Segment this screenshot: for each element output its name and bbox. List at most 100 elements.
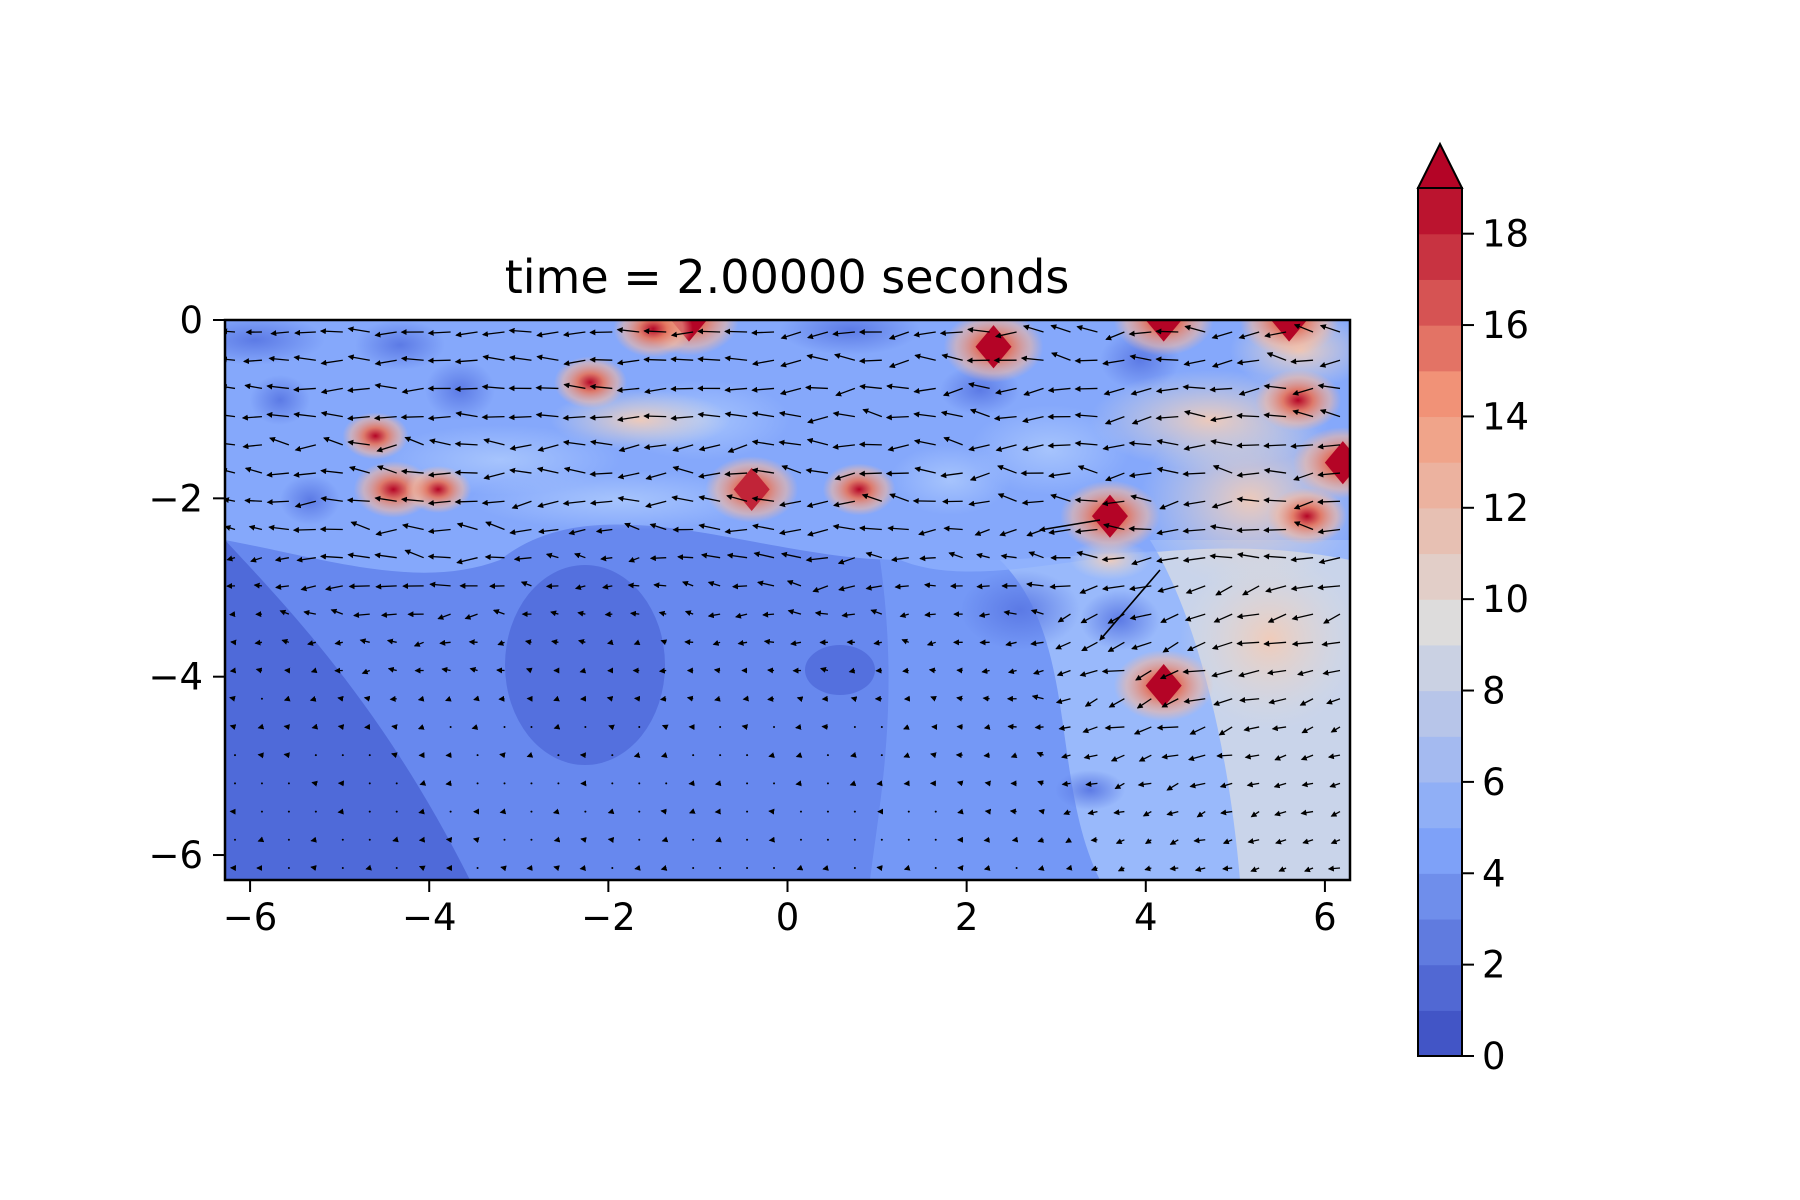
quiver-arrow [1238,387,1260,396]
quiver-arrow [649,555,667,562]
quiver-arrow [574,584,586,591]
colorbar-tick-label: 18 [1482,213,1529,256]
quiver-arrow [1185,585,1206,594]
quiver-arrow [563,382,586,390]
quiver-arrow [763,638,775,645]
hotspot-peak [1145,664,1182,708]
quiver-arrow [746,867,749,869]
quiver-arrow [1292,387,1314,396]
quiver-arrow [481,414,505,421]
quiver-arrow [643,328,667,335]
hotspot-glow [1267,487,1347,545]
quiver-arrow [903,724,910,730]
quiver-arrow [1026,581,1044,588]
quiver-arrow [719,725,722,728]
quiver-arrow [983,836,990,843]
quiver-arrow [1105,331,1125,341]
quiver-arrow [1107,641,1125,652]
quiver-arrow [1186,641,1206,652]
quiver-arrow [1000,553,1017,560]
quiver-arrow [427,329,451,336]
quiver-arrow [939,330,963,337]
quiver-arrow [1317,443,1341,450]
quiver-arrow [347,552,370,559]
quiver-arrow [1080,613,1098,624]
quiver-arrow [1061,753,1071,759]
quiver-arrow [368,782,371,785]
quiver-arrow [700,552,721,559]
quiver-arrow [1183,500,1206,507]
quiver-arrow [1293,500,1314,510]
quiver-arrow [746,754,749,757]
quiver-arrow [812,585,829,593]
quiver-arrow [538,528,559,535]
quiver-arrow [229,667,237,674]
quiver-arrow [260,810,263,813]
quiver-arrow [616,327,640,334]
quiver-arrow [983,752,990,759]
quiver-arrow [1242,585,1260,596]
quiver-arrow [887,444,909,452]
quiver-arrow [1209,553,1233,560]
quiver-arrow [757,580,775,587]
quiver-arrow [806,437,829,446]
quiver-arrow [983,865,991,871]
quiver-arrow [319,553,343,560]
x-tick-label: 0 [776,896,800,939]
quiver-arrow [751,411,775,418]
quiver-arrow [1183,409,1206,418]
quiver-arrow [266,411,289,418]
quiver-arrow [918,528,936,536]
quiver-arrow [795,752,803,758]
quiver-arrow [294,329,316,336]
quiver-arrow [660,865,668,871]
quiver-arrow [1037,865,1045,871]
quiver-arrow [319,328,343,335]
quiver-arrow [1028,551,1044,559]
quiver-arrow [314,754,317,757]
quiver-arrow [948,551,963,559]
quiver-arrow [1301,781,1314,788]
quiver-arrow [1129,354,1152,361]
colorbar-tick-label: 12 [1482,487,1529,530]
quiver-arrow [1082,726,1098,734]
quiver-arrow [530,838,533,841]
quiver-arrow [606,639,614,646]
field-basin-right [805,645,875,695]
quiver-arrow [814,610,828,617]
quiver-arrow [858,470,882,477]
quiver-arrow [1213,698,1233,706]
quiver-arrow [1005,640,1017,647]
hotspot-glow [1254,369,1342,432]
quiver-arrow [773,867,776,869]
quiver-arrow [266,471,289,478]
quiver-arrow [1250,811,1260,818]
quiver-arrow [1327,753,1341,760]
quiver-arrow [834,472,856,481]
quiver-arrow [1290,358,1314,365]
quiver-arrow [1051,352,1071,361]
quiver-arrow [1101,585,1125,592]
quiver-arrow [768,836,776,843]
quiver-arrow [1169,839,1179,845]
quiver-arrow [368,810,371,813]
quiver-arrow [822,865,829,871]
quiver-arrow [1264,331,1287,339]
quiver-arrow [553,865,560,872]
quiver-arrow [1246,781,1260,788]
quiver-arrow [455,410,478,418]
quiver-arrow [724,411,748,418]
quiver-arrow [926,640,936,647]
quiver-arrow [643,356,667,363]
quiver-arrow [862,408,883,418]
quiver-arrow [876,865,883,872]
quiver-arrow [1300,754,1314,761]
quiver-arrow [1193,837,1206,844]
quiver-arrow [1319,324,1341,333]
quiver-arrow [526,752,534,758]
quiver-arrow [257,723,265,730]
quiver-arrow [1162,641,1179,653]
quiver-arrow [509,444,532,451]
quiver-arrow [454,498,478,505]
quiver-arrow [807,416,829,424]
